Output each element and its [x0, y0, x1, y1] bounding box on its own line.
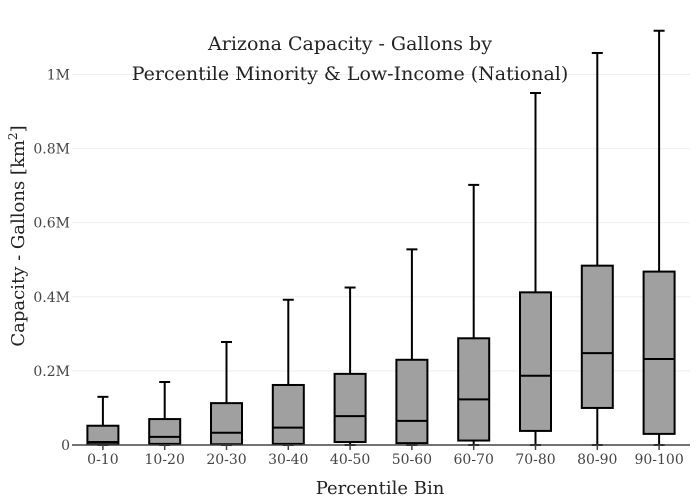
y-tick-label: 0.2M	[33, 364, 70, 380]
x-axis-title: Percentile Bin	[316, 478, 445, 499]
box-iqr	[457, 337, 491, 442]
box-iqr	[333, 372, 367, 444]
box-iqr	[642, 270, 676, 435]
y-tick-label: 0.6M	[33, 216, 70, 232]
x-tick-label: 0-10	[87, 452, 118, 468]
box-iqr	[210, 402, 243, 446]
x-tick-label: 40-50	[330, 452, 370, 468]
box-iqr	[519, 291, 552, 432]
x-tick-label: 30-40	[268, 452, 308, 468]
chart-title: Arizona Capacity - Gallons by Percentile…	[132, 33, 569, 85]
x-tick-label: 60-70	[454, 452, 494, 468]
box-group	[86, 395, 120, 446]
y-axis-title-end: ]	[8, 125, 29, 132]
y-tick-label: 1M	[47, 67, 70, 83]
box-iqr	[271, 383, 305, 445]
box-iqr	[395, 358, 429, 445]
box-group	[148, 381, 182, 446]
box-iqr	[580, 264, 614, 409]
box-group	[642, 29, 676, 446]
x-tick-label: 90-100	[634, 452, 683, 468]
y-axis-title: Capacity - Gallons [km2]	[6, 125, 29, 346]
y-tick-labels: 0 0.2M 0.4M 0.6M 0.8M 1M	[33, 67, 70, 454]
y-axis-title-main: Capacity - Gallons [km	[8, 140, 29, 347]
box-group	[580, 51, 614, 446]
box-iqr	[148, 418, 182, 445]
box-group	[271, 298, 305, 446]
x-tick-label: 80-90	[577, 452, 617, 468]
box-group	[210, 340, 243, 446]
y-tick-label: 0	[61, 438, 70, 454]
x-tick-label: 10-20	[145, 452, 185, 468]
y-axis-title-superscript: 2	[6, 132, 20, 140]
box-group	[333, 286, 367, 446]
boxes	[86, 29, 676, 446]
x-tick-label: 50-60	[392, 452, 432, 468]
chart-title-line-1: Arizona Capacity - Gallons by	[207, 33, 492, 55]
y-tick-label: 0.4M	[33, 290, 70, 306]
box-group	[457, 183, 491, 446]
x-tick-label: 20-30	[206, 452, 246, 468]
y-tick-label: 0.8M	[33, 142, 70, 158]
chart-title-line-2: Percentile Minority & Low-Income (Nation…	[132, 63, 569, 85]
x-tick-labels: 0-10 10-20 20-30 30-40 40-50 50-60 60-70 70-80 8…	[87, 445, 684, 468]
x-tick-label: 70-80	[515, 452, 555, 468]
box-group	[519, 91, 552, 446]
box-group	[395, 248, 429, 446]
